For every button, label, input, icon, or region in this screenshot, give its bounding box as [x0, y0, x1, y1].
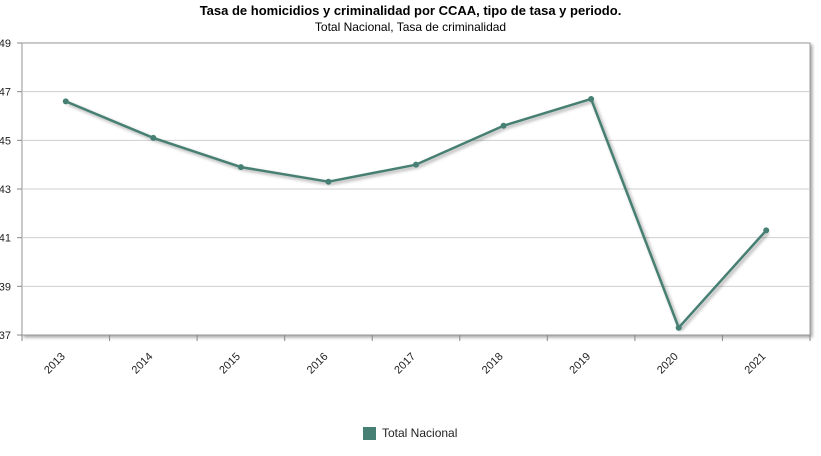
series-total-nacional — [62, 95, 770, 331]
data-point — [763, 227, 770, 234]
data-point — [675, 324, 682, 331]
x-tick-label: 2014 — [130, 351, 156, 377]
y-tick-label: 41 — [0, 233, 11, 245]
data-point — [413, 161, 419, 168]
legend[interactable]: Total Nacional — [363, 426, 457, 440]
y-axis: 37 39 41 43 45 47 49 — [0, 38, 22, 342]
legend-label: Total Nacional — [382, 426, 458, 440]
x-tick-label: 2016 — [305, 351, 331, 377]
y-tick-label: 37 — [0, 330, 11, 342]
data-point — [62, 98, 69, 105]
y-tick-label: 49 — [0, 38, 11, 50]
y-tick-label: 43 — [0, 184, 11, 196]
data-point — [325, 178, 332, 185]
x-tick-label: 2013 — [42, 351, 68, 377]
data-point — [588, 95, 595, 102]
y-tick-label: 39 — [0, 281, 11, 293]
data-point — [500, 122, 507, 129]
chart-title: Tasa de homicidios y criminalidad por CC… — [199, 3, 622, 18]
data-point — [237, 164, 244, 171]
x-tick-label: 2017 — [392, 351, 418, 377]
x-tick-label: 2018 — [480, 351, 506, 377]
y-tick-label: 45 — [0, 135, 11, 147]
x-tick-label: 2019 — [567, 351, 593, 377]
chart-subtitle: Total Nacional, Tasa de criminalidad — [314, 20, 507, 34]
gridlines — [22, 91, 810, 287]
x-axis: 2013 2014 2015 2016 2017 2018 2019 2020 2021 — [21, 335, 811, 377]
x-tick-label: 2015 — [217, 351, 243, 377]
legend-swatch — [363, 426, 376, 440]
x-tick-label: 2021 — [743, 351, 769, 377]
y-tick-label: 47 — [0, 87, 11, 99]
data-point — [150, 134, 157, 141]
x-tick-label: 2020 — [655, 351, 681, 377]
